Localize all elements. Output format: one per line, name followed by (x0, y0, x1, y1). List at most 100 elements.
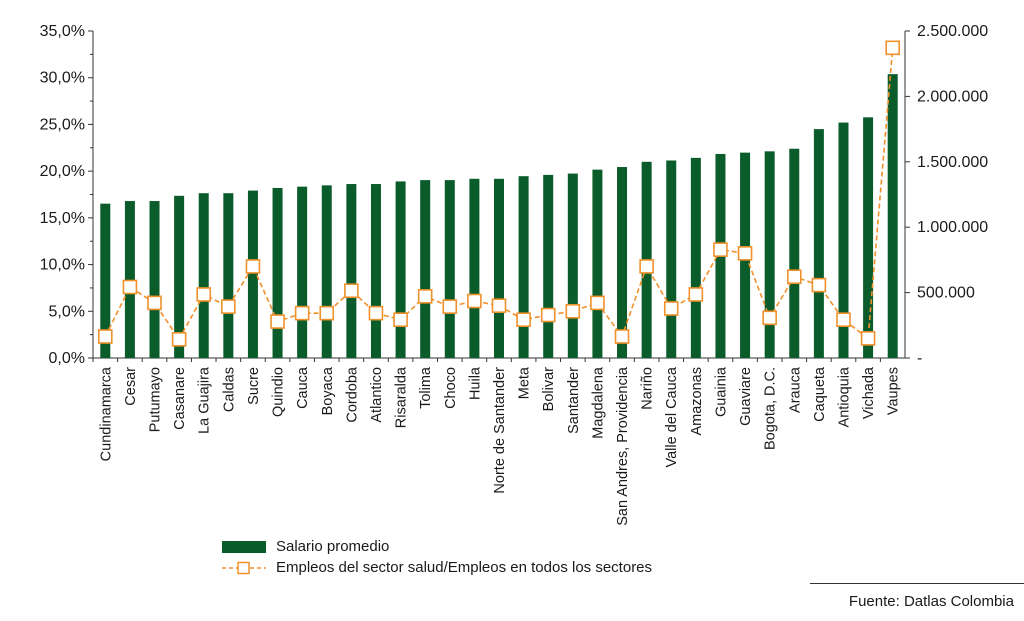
x-tick-label: Cauca (295, 366, 311, 409)
salary-bar (887, 74, 898, 358)
health-share-marker (639, 259, 654, 274)
y-left-tick-label: 20,0% (40, 163, 85, 180)
health-share-marker (467, 293, 482, 309)
salary-bar (100, 203, 111, 358)
y-right-tick-label: 2.500.000 (917, 23, 988, 40)
x-tick-label: Huila (467, 366, 483, 400)
salary-bar (789, 148, 800, 358)
x-tick-label: Cesar (123, 367, 139, 406)
salary-bar (149, 201, 160, 358)
y-left-tick-label: 5,0% (49, 303, 85, 320)
health-share-marker (196, 287, 212, 302)
y-right-tick-label: - (917, 350, 922, 367)
salary-bar (690, 157, 701, 358)
x-tick-label: Nariño (640, 367, 656, 410)
x-tick-label: Bolivar (541, 367, 557, 411)
y-right-tick-label: 500.000 (917, 285, 975, 302)
salary-bar (813, 129, 824, 358)
x-tick-label: Norte de Santander (492, 367, 508, 494)
health-share-marker (344, 283, 359, 299)
salary-bar (444, 180, 455, 358)
legend-line-swatch (222, 561, 266, 575)
x-tick-label: La Guajira (197, 366, 213, 434)
y-left-tick-label: 10,0% (40, 257, 85, 274)
x-tick-label: Putumayo (148, 367, 164, 432)
health-share-marker (540, 307, 556, 323)
salary-bar (223, 193, 234, 358)
salary-bar (247, 190, 258, 358)
salary-bar (198, 193, 209, 358)
legend-bar-swatch (222, 540, 266, 553)
line-series (98, 40, 900, 347)
health-share-marker (614, 329, 630, 344)
x-tick-label: Magdalena (590, 366, 606, 439)
health-share-marker (270, 314, 285, 329)
health-share-marker (442, 299, 458, 314)
x-tick-label: Amazonas (689, 367, 705, 436)
salary-bar (174, 195, 185, 358)
y-right-tick-label: 1.000.000 (917, 219, 988, 236)
x-tick-label: Sucre (246, 367, 262, 405)
salary-bar (297, 186, 308, 358)
health-share-marker (811, 277, 827, 293)
x-tick-label: Atlantico (369, 367, 385, 423)
x-tick-label: Vichada (861, 366, 877, 419)
x-tick-label: Antioquia (836, 366, 852, 427)
x-tick-label: Cordoba (344, 366, 360, 423)
salary-bar (543, 174, 554, 358)
y-left-tick-label: 25,0% (40, 116, 85, 133)
salary-bar (838, 122, 849, 358)
health-share-marker (786, 269, 802, 285)
source-note: Fuente: Datlas Colombia (848, 593, 1014, 610)
x-tick-label: Casanare (172, 367, 188, 430)
health-share-marker (688, 287, 704, 302)
salary-bar (346, 184, 357, 358)
health-share-marker (491, 298, 507, 313)
health-share-marker (860, 331, 876, 346)
x-tick-label: Risaralda (394, 366, 410, 428)
health-share-marker (762, 310, 777, 326)
y-right-tick-label: 2.000.000 (917, 88, 988, 105)
salary-bar (321, 185, 332, 358)
health-share-marker (368, 305, 384, 321)
health-share-marker (590, 295, 605, 311)
salary-bar (395, 181, 406, 358)
health-share-marker (885, 40, 900, 56)
x-tick-label: Quindio (271, 367, 287, 417)
legend-item-line: Empleos del sector salud/Empleos en todo… (222, 557, 652, 578)
x-tick-label: Valle del Cauca (664, 366, 680, 467)
health-share-marker (171, 332, 187, 347)
y-left-tick-label: 15,0% (40, 210, 85, 227)
x-tick-label: Caldas (221, 367, 237, 412)
health-share-marker (713, 242, 728, 257)
salary-bar (420, 180, 431, 358)
legend-bar-label: Salario promedio (276, 538, 390, 555)
x-tick-label: Choco (443, 367, 459, 409)
x-tick-label: Boyaca (320, 366, 336, 415)
salary-bar (272, 187, 283, 358)
salary-bar (666, 160, 677, 358)
x-tick-label: Tolima (418, 366, 434, 409)
health-share-marker (836, 312, 851, 327)
x-tick-label: Cundinamarca (98, 366, 114, 461)
salary-bar (370, 184, 381, 358)
x-tick-label: Caqueta (812, 366, 828, 422)
health-share-marker (565, 303, 581, 319)
legend: Salario promedio Empleos del sector salu… (222, 536, 652, 578)
x-tick-label: Guainia (713, 366, 729, 417)
health-share-marker (98, 329, 113, 344)
health-share-marker (663, 301, 679, 316)
salary-bar (617, 167, 628, 358)
x-tick-label: San Andres, Providencia (615, 366, 631, 526)
x-tick-label: Santander (566, 367, 582, 434)
salary-bar (469, 178, 480, 358)
health-share-marker (737, 246, 753, 261)
salary-bar (518, 176, 529, 358)
tick-labels: 35,0% 30,0% 25,0% 20,0% 15,0% 10,0% 5,0% 0,0% 2.… (40, 23, 989, 526)
legend-item-bar: Salario promedio (222, 536, 652, 557)
x-tick-label: Vaupes (886, 367, 902, 415)
health-share-marker (147, 295, 162, 311)
health-share-marker (221, 299, 236, 314)
x-tick-label: Meta (517, 366, 533, 399)
salary-bar (592, 169, 603, 358)
